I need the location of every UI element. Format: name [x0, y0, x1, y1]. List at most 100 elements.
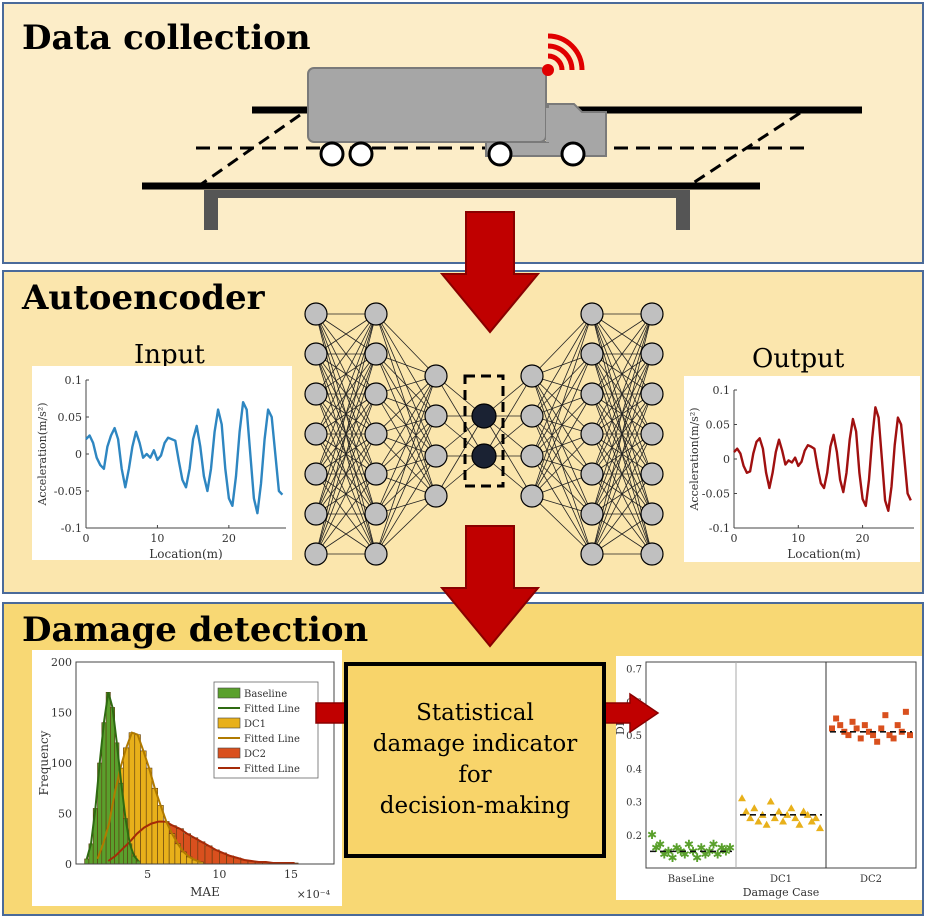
x-tick-label: 15: [284, 868, 298, 881]
data-point: [816, 824, 824, 832]
y-axis-label: Acceleration(m/s²): [36, 402, 49, 506]
network-connection: [315, 433, 377, 555]
data-point: ✱: [659, 848, 669, 862]
neuron: [424, 484, 448, 508]
x-tick-label: BaseLine: [668, 874, 715, 885]
neuron: [580, 462, 604, 486]
x-axis-label: Damage Case: [743, 886, 820, 899]
y-tick-label: 50: [58, 808, 72, 821]
y-tick-label: -0.1: [61, 522, 82, 535]
histogram-bar: [105, 691, 111, 865]
network-connection: [591, 313, 653, 435]
data-point: [833, 715, 840, 722]
histogram-bar: [157, 805, 164, 865]
latent-neuron: [471, 403, 497, 429]
truck-icon: [307, 67, 607, 167]
neuron: [304, 382, 328, 406]
neuron: [364, 542, 388, 566]
data-point: [845, 732, 852, 739]
network-connection: [315, 513, 377, 555]
data-point: [837, 722, 844, 729]
x-tick-label: 0: [731, 532, 738, 545]
legend-label: DC1: [244, 719, 266, 730]
histogram-bar: [145, 767, 153, 865]
legend-label: Fitted Line: [244, 734, 300, 745]
legend-swatch: [217, 717, 241, 729]
histogram-bar: [134, 734, 141, 865]
neuron: [640, 502, 664, 526]
signal-line: [733, 406, 912, 513]
data-point: [762, 820, 771, 828]
data-point: [874, 738, 881, 745]
network-connection: [483, 375, 533, 457]
neuron: [520, 404, 544, 428]
data-point: ✱: [684, 838, 694, 852]
x-axis-label: MAE: [190, 885, 220, 899]
network-connection: [591, 313, 653, 395]
data-point: ✱: [672, 841, 682, 855]
network-connection: [315, 313, 377, 515]
neuron: [364, 302, 388, 326]
data-point: ✱: [655, 838, 665, 852]
arrow-down-icon: [440, 211, 540, 334]
neuron: [580, 302, 604, 326]
network-connection: [375, 375, 437, 515]
y-tick-label: 0.2: [626, 831, 642, 842]
network-connection: [591, 313, 653, 515]
neuron: [640, 462, 664, 486]
input-signal-chart: 0.1 0.05 0 -0.05 -0.1 0 10 20 Location(m) Acceler…: [32, 366, 292, 560]
legend-swatch: [217, 747, 241, 759]
data-point: [803, 810, 812, 818]
output-label: Output: [752, 344, 845, 374]
data-point: [886, 732, 893, 739]
x-tick-label: 20: [856, 532, 870, 545]
network-connection: [375, 375, 437, 435]
neuron: [520, 364, 544, 388]
latent-space-box: [463, 374, 505, 488]
network-connection: [315, 393, 377, 555]
y-tick-label: -0.05: [54, 485, 82, 498]
statistical-indicator-box: Statistical damage indicator for decisio…: [344, 662, 606, 858]
fitted-line: [85, 692, 140, 862]
neuron: [304, 302, 328, 326]
network-connection: [375, 375, 437, 555]
neuron: [364, 342, 388, 366]
y-tick-label: 150: [51, 707, 72, 720]
histogram-bar: [84, 858, 90, 865]
y-tick-label: 0.3: [626, 798, 642, 809]
neuron: [304, 542, 328, 566]
data-point: ✱: [709, 838, 719, 852]
network-connection: [531, 433, 593, 497]
data-point: [754, 817, 763, 825]
neuron: [364, 462, 388, 486]
autoencoder-network-diagram: [304, 302, 664, 566]
data-point: [742, 807, 751, 815]
network-connection: [315, 313, 377, 395]
x-tick-label: 10: [791, 532, 805, 545]
network-connection: [375, 455, 437, 555]
network-connection: [531, 495, 593, 555]
statistical-indicator-text: Statistical damage indicator for decisio…: [372, 700, 578, 819]
data-point: [770, 814, 779, 822]
fitted-line: [96, 731, 202, 863]
data-point: [865, 728, 872, 735]
data-point: [766, 797, 775, 805]
histogram-bar: [151, 787, 159, 865]
data-point: [787, 804, 796, 812]
data-point: [791, 814, 800, 822]
y-tick-label: 0: [65, 858, 72, 871]
data-point: [738, 794, 746, 802]
data-point: ✱: [717, 841, 727, 855]
data-point: ✱: [667, 851, 677, 865]
neuron: [304, 422, 328, 446]
x-tick-label: 5: [144, 868, 151, 881]
network-connection: [531, 313, 593, 417]
plot-frame: [75, 661, 335, 865]
y-tick-label: 100: [51, 757, 72, 770]
histogram-bar: [110, 707, 116, 865]
network-connection: [531, 393, 593, 497]
neuron: [364, 502, 388, 526]
neuron: [580, 542, 604, 566]
y-tick-label: 0: [723, 453, 730, 466]
